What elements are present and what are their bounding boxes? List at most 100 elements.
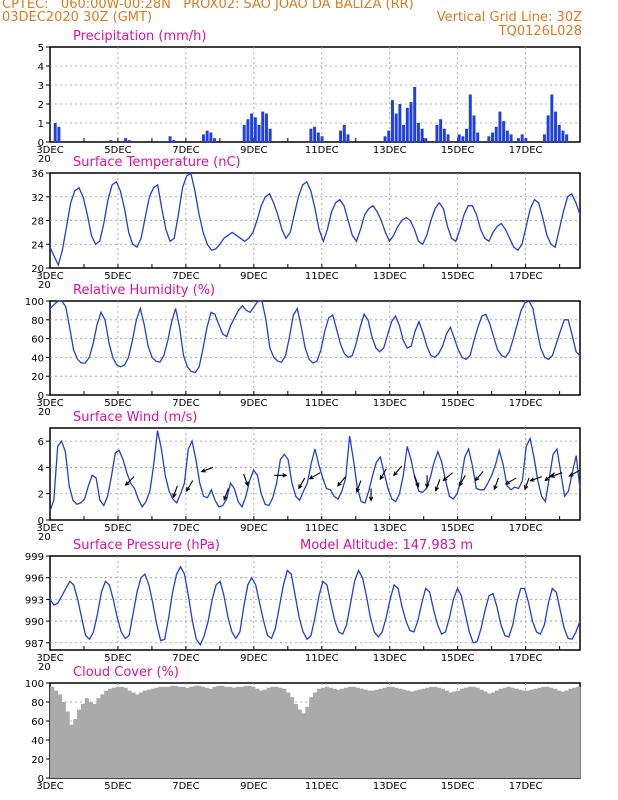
cloud-bar [491, 692, 496, 778]
precip-bar [383, 136, 387, 142]
pres-ytick-label: 993 [25, 595, 44, 606]
cloud-bar [77, 709, 82, 778]
wind-arrow [172, 485, 178, 498]
precip-bar [546, 115, 550, 142]
precip-bar [342, 124, 346, 142]
cloud-bar [448, 692, 453, 778]
precip-bar [554, 111, 558, 142]
cloud-bar [96, 698, 101, 778]
cloud-bar [208, 688, 213, 778]
cloud-bar [382, 687, 387, 778]
precip-bar [390, 100, 394, 142]
wind-arrow-head [549, 473, 555, 478]
precip-bar [557, 124, 561, 142]
pres-frame [49, 555, 581, 651]
wind-arrow-head [442, 476, 448, 482]
cloud-bar [258, 690, 264, 778]
cloud-xtick-label: 13DEC [373, 781, 407, 792]
cloud-bar [216, 685, 221, 778]
cloud-bar [576, 686, 581, 778]
cloud-bar [247, 685, 252, 778]
wind-arrow-head [124, 481, 130, 487]
precip-xtick-label: 15DEC [441, 145, 475, 156]
cloud-bar [239, 686, 244, 778]
precip-bar [124, 138, 128, 142]
pres-xtick-label: 7DEC [172, 653, 199, 664]
precip-bar [457, 134, 461, 142]
header-date: 03DEC2020 30Z (GMT) [2, 10, 153, 25]
wind-arrow-head [529, 477, 535, 482]
wind-xtick-label: 11DEC [305, 523, 339, 534]
precip-bar [264, 113, 268, 142]
precip-ytick-label: 5 [38, 43, 44, 54]
precip-bar [201, 134, 205, 142]
rh-ytick-label: 0 [38, 391, 44, 402]
cloud-bar [197, 685, 202, 778]
cloud-bar [301, 713, 306, 778]
cloud-bar [150, 688, 155, 778]
wind-arrow [435, 479, 441, 491]
cloud-bar [293, 703, 298, 778]
wind-arrow-head [355, 487, 361, 494]
precip-ytick-label: 3 [38, 81, 44, 92]
precip-bar [491, 132, 495, 142]
cloud-bar [100, 694, 105, 778]
pres-title: Surface Pressure (hPa) [73, 538, 220, 553]
wind-arrow-head [186, 486, 191, 493]
wind-arrow-head [368, 496, 374, 502]
precip-bar [424, 138, 428, 142]
cloud-bar [255, 688, 260, 778]
pres-xtick-label: 5DEC [104, 653, 131, 664]
cloud-ytick-label: 20 [31, 755, 44, 766]
rh-xtick-label: 17DEC [509, 398, 543, 409]
cloud-bar [402, 689, 407, 778]
temp-xtick-label: 7DEC [172, 271, 199, 282]
wind-arrow [493, 477, 499, 490]
precip-bar [246, 119, 250, 142]
cloud-bar [135, 694, 140, 778]
cloud-bar [487, 693, 492, 778]
cloud-bar [231, 687, 237, 778]
precip-bar [339, 130, 343, 142]
cloud-bar [533, 688, 538, 778]
precip-bar [320, 136, 324, 142]
header-grid-line: Vertical Grid Line: 30Z [436, 10, 582, 25]
cloud-xtick-label: 5DEC [104, 781, 131, 792]
cloud-bar [204, 687, 210, 778]
cloud-bar [471, 686, 476, 778]
cloud-bar [518, 689, 523, 778]
cloud-bar [266, 687, 271, 778]
cloud-bar [115, 686, 121, 778]
rh-xtick-cut: 20 [38, 407, 51, 418]
cloud-bar [436, 687, 442, 778]
precip-ytick-label: 0 [38, 138, 44, 149]
wind-arrow [223, 488, 229, 500]
wind-ytick-label: 0 [38, 516, 44, 527]
cloud-bar [123, 687, 128, 778]
cloud-bar [162, 686, 167, 778]
cloud-bar [541, 686, 546, 778]
cloud-bar [463, 687, 469, 778]
wind-arrow [379, 468, 387, 480]
rh-frame [49, 300, 581, 396]
wind-xtick-label: 7DEC [172, 523, 199, 534]
cloud-bar [332, 688, 337, 778]
cloud-bar [502, 687, 507, 778]
cloud-ytick-label: 100 [25, 679, 44, 690]
cloud-bar [65, 711, 70, 778]
cloud-bar [142, 690, 148, 778]
wind-xtick-label: 13DEC [373, 523, 407, 534]
cloud-bar [475, 687, 480, 778]
cloud-bar [324, 686, 329, 778]
pres-xtick-label: 3DEC [36, 653, 63, 664]
precip-ytick-label: 2 [38, 100, 44, 111]
pres-ytick-label: 996 [25, 574, 44, 585]
cloud-bar [282, 688, 287, 778]
cloud-bar [347, 686, 353, 778]
temp-xtick-label: 5DEC [104, 271, 131, 282]
wind-arrow [309, 472, 321, 480]
cloud-xtick-label: 17DEC [509, 781, 543, 792]
cloud-bar [572, 687, 577, 778]
cloud-bar [111, 687, 117, 778]
cloud-bar [166, 686, 171, 778]
